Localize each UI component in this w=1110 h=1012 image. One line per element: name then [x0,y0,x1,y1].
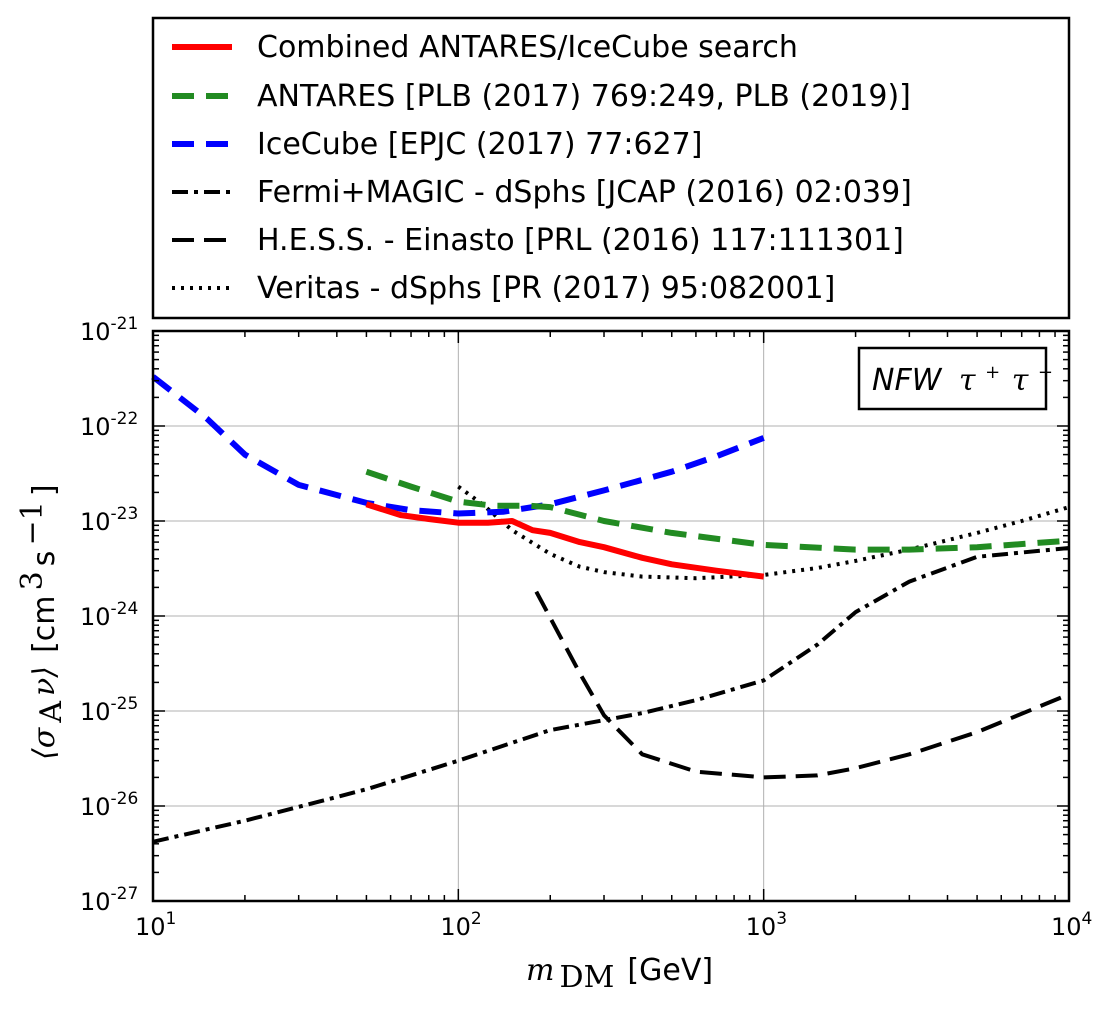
y-tick-exp: -27 [111,884,139,904]
y-axis-label-sup2: −1 [15,501,50,545]
x-tick-exp: 1 [166,909,177,929]
y-tick-label: 10-24 [80,599,138,631]
legend-label-antares: ANTARES [PLB (2017) 769:249, PLB (2019)] [257,79,911,114]
series-line-0 [365,501,765,580]
y-tick-base: 10 [80,508,111,536]
annotation-frame [857,346,1048,411]
plot-frame [151,329,1071,903]
x-axis-label-m: m [526,953,554,988]
x-tick-label: 103 [746,909,787,941]
legend-label-hess: H.E.S.S. - Einasto [PRL (2016) 117:11130… [257,223,904,258]
legend-entry-icecube: IceCube [EPJC (2017) 77:627] [172,127,702,162]
legend-entry-antares: ANTARES [PLB (2017) 769:249, PLB (2019)] [172,79,911,114]
x-tick-base: 10 [440,913,471,941]
annotation-tau1: τ [959,363,976,398]
x-tick-exp: 3 [776,909,787,929]
y-tick-label: 10-21 [80,314,138,346]
y-axis-label-nu: ν⟩ [27,666,62,696]
series-layer [151,374,1070,844]
legend-entry-hess: H.E.S.S. - Einasto [PRL (2016) 117:11130… [172,223,904,258]
annotation-text: NFW τ + τ − [872,351,1053,398]
y-tick-label: 10-23 [80,504,138,536]
annotation-tau2: τ [1012,363,1029,398]
x-tick-exp: 4 [1082,909,1093,929]
legend-entry-combined: Combined ANTARES/IceCube search [172,30,798,65]
x-axis-label: m DM [GeV] [526,953,713,995]
y-axis-label-unit-open: [cm [27,595,62,652]
annotation-sup2: − [1038,362,1053,383]
y-tick-exp: -25 [111,694,139,714]
y-tick-label: 10-26 [80,789,138,821]
legend-entry-fermi-magic: Fermi+MAGIC - dSphs [JCAP (2016) 02:039] [172,175,912,210]
legend-frame [151,16,1071,320]
x-axis-label-unit: [GeV] [627,953,713,988]
y-tick-base: 10 [80,413,111,441]
y-axis-label: ⟨σ A ν⟩ [cm 3 s −1 ] [15,484,69,760]
y-tick-base: 10 [80,318,111,346]
legend-entry-veritas: Veritas - dSphs [PR (2017) 95:082001] [172,271,835,306]
series-line-4 [534,590,1070,780]
series-line-5 [457,484,1070,581]
y-tick-exp: -23 [111,504,139,524]
annotation-nfw: NFW τ + τ − [857,346,1053,411]
legend: Combined ANTARES/IceCube search ANTARES … [151,16,1071,320]
x-tick-base: 10 [1051,913,1082,941]
legend-label-fermi-magic: Fermi+MAGIC - dSphs [JCAP (2016) 02:039] [257,175,912,210]
series-line-3 [152,546,1070,844]
y-tick-exp: -26 [111,789,139,809]
y-axis-label-unit-close: ] [27,484,62,496]
y-tick-exp: -24 [111,599,139,619]
legend-label-icecube: IceCube [EPJC (2017) 77:627] [257,127,702,162]
y-tick-base: 10 [80,698,111,726]
y-tick-base: 10 [80,793,111,821]
series-line-1 [365,468,1070,553]
x-tick-label: 104 [1051,909,1092,941]
y-tick-label: 10-22 [80,409,138,441]
x-tick-base: 10 [135,913,166,941]
y-tick-label: 10-27 [80,884,138,916]
x-tick-label: 101 [135,909,176,941]
y-tick-exp: -21 [111,314,139,334]
x-axis-label-sub: DM [560,960,615,995]
legend-label-combined: Combined ANTARES/IceCube search [257,30,798,65]
x-tick-exp: 2 [471,909,482,929]
y-axis-label-sub: A [34,701,69,724]
annotation-sup1: + [985,362,1000,383]
y-tick-base: 10 [80,888,111,916]
y-axis-label-sup1: 3 [15,571,50,590]
y-tick-label: 10-25 [80,694,138,726]
y-axis-label-mid: s [27,551,62,567]
legend-label-veritas: Veritas - dSphs [PR (2017) 95:082001] [257,271,835,306]
y-axis-label-sigma: ⟨σ [27,726,62,760]
y-tick-exp: -22 [111,409,139,429]
annotation-word: NFW [872,363,943,398]
x-tick-labels: 101 102 103 104 [135,909,1092,941]
x-tick-base: 10 [746,913,777,941]
series-line-2 [151,374,765,517]
x-tick-label: 102 [440,909,481,941]
y-tick-base: 10 [80,603,111,631]
